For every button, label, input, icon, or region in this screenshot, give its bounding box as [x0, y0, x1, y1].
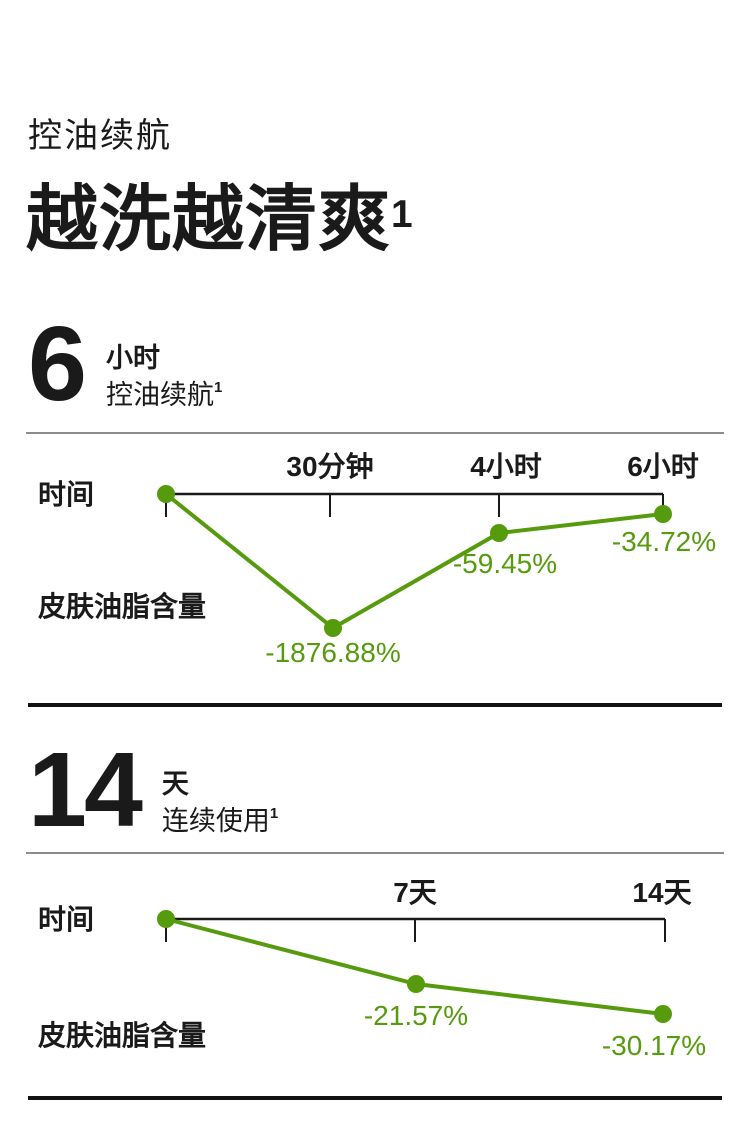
- oil-content-chart-6-hours: 时间 皮肤油脂含量 30分钟 4小时 6小时 -1876.88% -59.45%…: [38, 451, 716, 668]
- stat-description-text: 连续使用: [161, 806, 270, 836]
- stat-unit: 小时: [105, 343, 160, 373]
- value-label-7d: -21.57%: [364, 1000, 468, 1031]
- stat-side: 天 连续使用1: [162, 768, 278, 837]
- stat-description-superscript: 1: [269, 805, 279, 822]
- data-point-7d: [407, 975, 425, 993]
- oil-content-chart-14-days: 时间 皮肤油脂含量 7天 14天 -21.57% -30.17%: [38, 877, 706, 1061]
- page-title-superscript: 1: [391, 192, 414, 236]
- tick-label-30min: 30分钟: [286, 451, 373, 482]
- tick-label-7d: 7天: [393, 877, 437, 908]
- y-axis-title: 皮肤油脂含量: [38, 1019, 206, 1051]
- tick-label-4h: 4小时: [470, 451, 542, 482]
- value-label-14d: -30.17%: [602, 1030, 706, 1061]
- data-line: [164, 492, 664, 631]
- section-divider-gray: [26, 852, 724, 854]
- tick-label-14d: 14天: [632, 877, 691, 908]
- page-title-text: 越洗越清爽: [26, 180, 392, 260]
- x-axis-title: 时间: [38, 904, 94, 935]
- section-divider-gray: [26, 432, 724, 434]
- stat-value: 6: [28, 305, 87, 423]
- stat-value: 14: [28, 731, 143, 849]
- data-point-6h: [654, 505, 672, 523]
- stat-block-6-hours: 6 小时 控油续航1: [28, 305, 222, 423]
- stat-side: 小时 控油续航1: [106, 342, 222, 411]
- data-point-4h: [490, 524, 508, 542]
- page-title: 越洗越清爽1: [26, 160, 414, 265]
- value-label-4h: -59.45%: [453, 548, 557, 579]
- stat-unit: 天: [161, 769, 189, 799]
- value-label-30min: -1876.88%: [265, 637, 400, 668]
- data-point-start: [157, 485, 175, 503]
- tick-label-6h: 6小时: [627, 451, 699, 482]
- eyebrow-title: 控油续航: [28, 117, 172, 155]
- y-axis-title: 皮肤油脂含量: [38, 590, 206, 622]
- data-point-30min: [324, 619, 342, 637]
- data-point-start: [157, 910, 175, 928]
- section-divider-black: [28, 1096, 722, 1100]
- stat-block-14-days: 14 天 连续使用1: [28, 731, 278, 849]
- stat-description: 连续使用1: [162, 800, 278, 837]
- stat-description: 控油续航1: [106, 374, 222, 411]
- x-axis-title: 时间: [38, 479, 94, 510]
- stat-description-text: 控油续航: [105, 380, 214, 410]
- section-divider-black: [28, 703, 722, 707]
- value-label-6h: -34.72%: [612, 526, 716, 557]
- stat-description-superscript: 1: [213, 379, 223, 396]
- data-point-14d: [654, 1005, 672, 1023]
